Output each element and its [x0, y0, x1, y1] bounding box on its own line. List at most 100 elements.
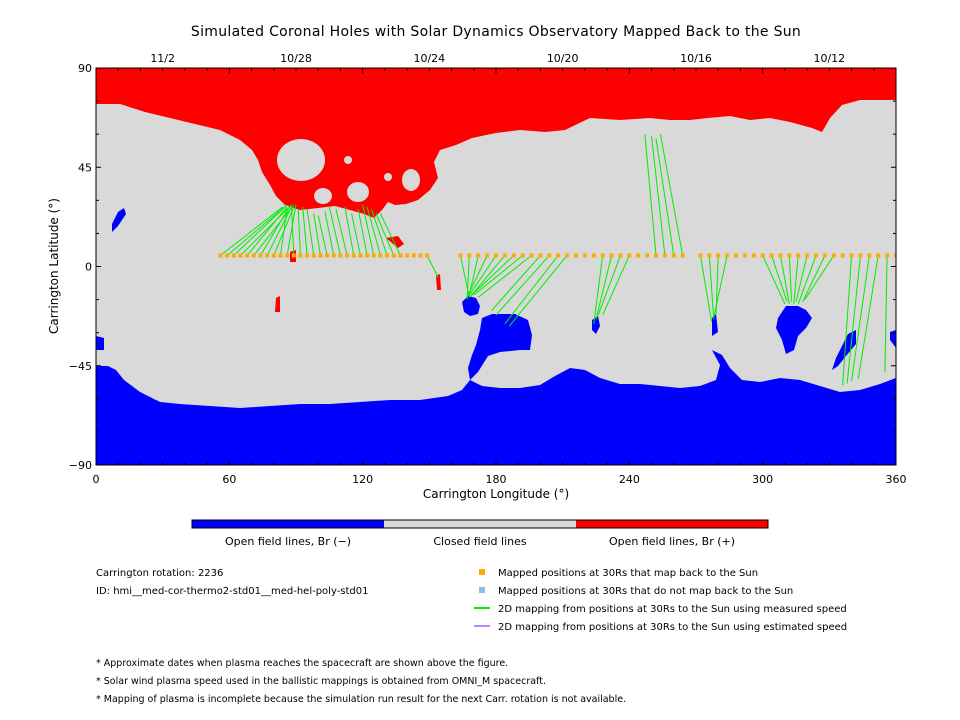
small-positive-patch: [436, 274, 441, 290]
mapped-position-marker: [398, 253, 403, 258]
negative-coronal-hole: [96, 336, 104, 350]
mapped-position-marker: [371, 253, 376, 258]
mapped-position-marker: [345, 253, 350, 258]
mapped-position-marker: [251, 253, 256, 258]
colorbar-label: Closed field lines: [433, 535, 527, 548]
closed-island: [384, 173, 392, 181]
mapped-position-marker: [814, 253, 818, 258]
mapped-position-marker: [742, 253, 747, 258]
negative-coronal-hole: [832, 330, 856, 370]
mapping-line: [291, 206, 295, 256]
mapped-position-marker: [547, 253, 552, 258]
mapping-line: [851, 255, 870, 382]
mapping-line: [793, 255, 799, 305]
top-date-label: 10/16: [680, 52, 712, 65]
mapped-position-marker: [609, 253, 614, 258]
mapping-line: [260, 206, 290, 256]
mapped-position-marker: [529, 253, 534, 258]
mapping-line: [466, 255, 488, 298]
mapped-position-marker: [591, 253, 596, 258]
mapping-line: [246, 206, 288, 256]
mapped-position-marker: [831, 253, 836, 258]
mapped-position-marker: [218, 253, 223, 258]
closed-island: [314, 188, 332, 204]
mapping-lines: [220, 134, 896, 386]
mapping-line: [593, 255, 604, 324]
mapping-line: [297, 209, 301, 256]
mapped-position-marker: [760, 253, 765, 258]
mapped-position-marker: [867, 253, 872, 258]
mapped-position-marker: [425, 253, 430, 258]
x-tick-label: 120: [352, 473, 373, 486]
mapping-line: [508, 255, 568, 327]
top-date-label: 10/24: [413, 52, 445, 65]
mapped-position-marker: [787, 253, 792, 258]
mapping-line: [279, 209, 288, 256]
mapping-line: [762, 255, 786, 305]
mapped-position-marker: [662, 253, 667, 258]
mapped-position-marker: [385, 253, 390, 258]
mapped-positions: [218, 253, 896, 258]
mapped-position-marker: [418, 253, 423, 258]
south-negative-coronal-hole: [96, 314, 896, 465]
mapping-line: [477, 255, 532, 298]
colorbar: Open field lines, Br (−) Closed field lin…: [191, 519, 769, 548]
mapping-line: [779, 255, 790, 305]
mapped-position-marker: [338, 253, 343, 258]
x-tick-label: 240: [619, 473, 640, 486]
mapping-line: [797, 255, 817, 305]
mapping-line: [286, 204, 297, 256]
mapping-line: [655, 138, 675, 256]
colorbar-segment: [576, 520, 768, 528]
mapped-position-marker: [511, 253, 516, 258]
y-tick-label: 45: [78, 161, 92, 174]
mapping-line: [602, 255, 630, 316]
mapped-position-marker: [278, 253, 283, 258]
mapping-line: [468, 255, 497, 296]
mapping-line: [253, 204, 295, 256]
mapped-position-marker: [876, 253, 881, 258]
mapping-line: [659, 134, 684, 256]
mapped-position-marker: [458, 253, 463, 258]
mapping-line: [468, 255, 515, 298]
mapped-position-marker: [305, 253, 310, 258]
mapped-position-marker: [318, 253, 323, 258]
mapping-line: [306, 209, 315, 256]
negative-coronal-hole: [462, 296, 480, 316]
mapping-line: [804, 255, 835, 300]
carrington-rotation: Carrington rotation: 2236: [96, 568, 223, 579]
closed-island: [402, 169, 420, 191]
run-id: ID: hmi__med-cor-thermo2-std01__med-hel-…: [96, 586, 369, 597]
mapped-position-marker: [351, 253, 356, 258]
mapped-position-marker: [325, 253, 330, 258]
y-tick-label: 90: [78, 62, 92, 75]
mapped-position-marker: [467, 253, 472, 258]
mapped-position-marker: [405, 253, 410, 258]
mapping-line: [795, 255, 808, 302]
mapped-position-marker: [556, 253, 561, 258]
mapping-line: [491, 255, 541, 311]
mapped-position-marker: [245, 253, 250, 258]
mapped-position-marker: [538, 253, 543, 258]
mapped-position-marker: [778, 253, 783, 258]
colorbar-frame: [191, 519, 769, 529]
colorbar-segment: [384, 520, 576, 528]
legend-label: 2D mapping from positions at 30Rs to the…: [498, 622, 847, 633]
mapped-position-marker: [502, 253, 507, 258]
mapping-line: [362, 204, 375, 256]
negative-coronal-hole: [890, 330, 896, 348]
mapped-position-marker: [707, 253, 712, 258]
mapped-position-marker: [671, 253, 676, 258]
mapping-line: [466, 255, 470, 300]
mapped-position-marker: [796, 253, 801, 258]
small-positive-patch: [386, 236, 404, 248]
mapping-line: [366, 206, 381, 256]
mapping-line: [842, 255, 853, 386]
mapping-line: [233, 206, 286, 256]
mapping-line: [328, 206, 341, 256]
mapping-line: [375, 213, 395, 256]
mapped-position-marker: [520, 253, 525, 258]
mapping-line: [220, 206, 283, 256]
y-tick-label: 0: [85, 261, 92, 274]
mapping-line: [344, 206, 355, 256]
